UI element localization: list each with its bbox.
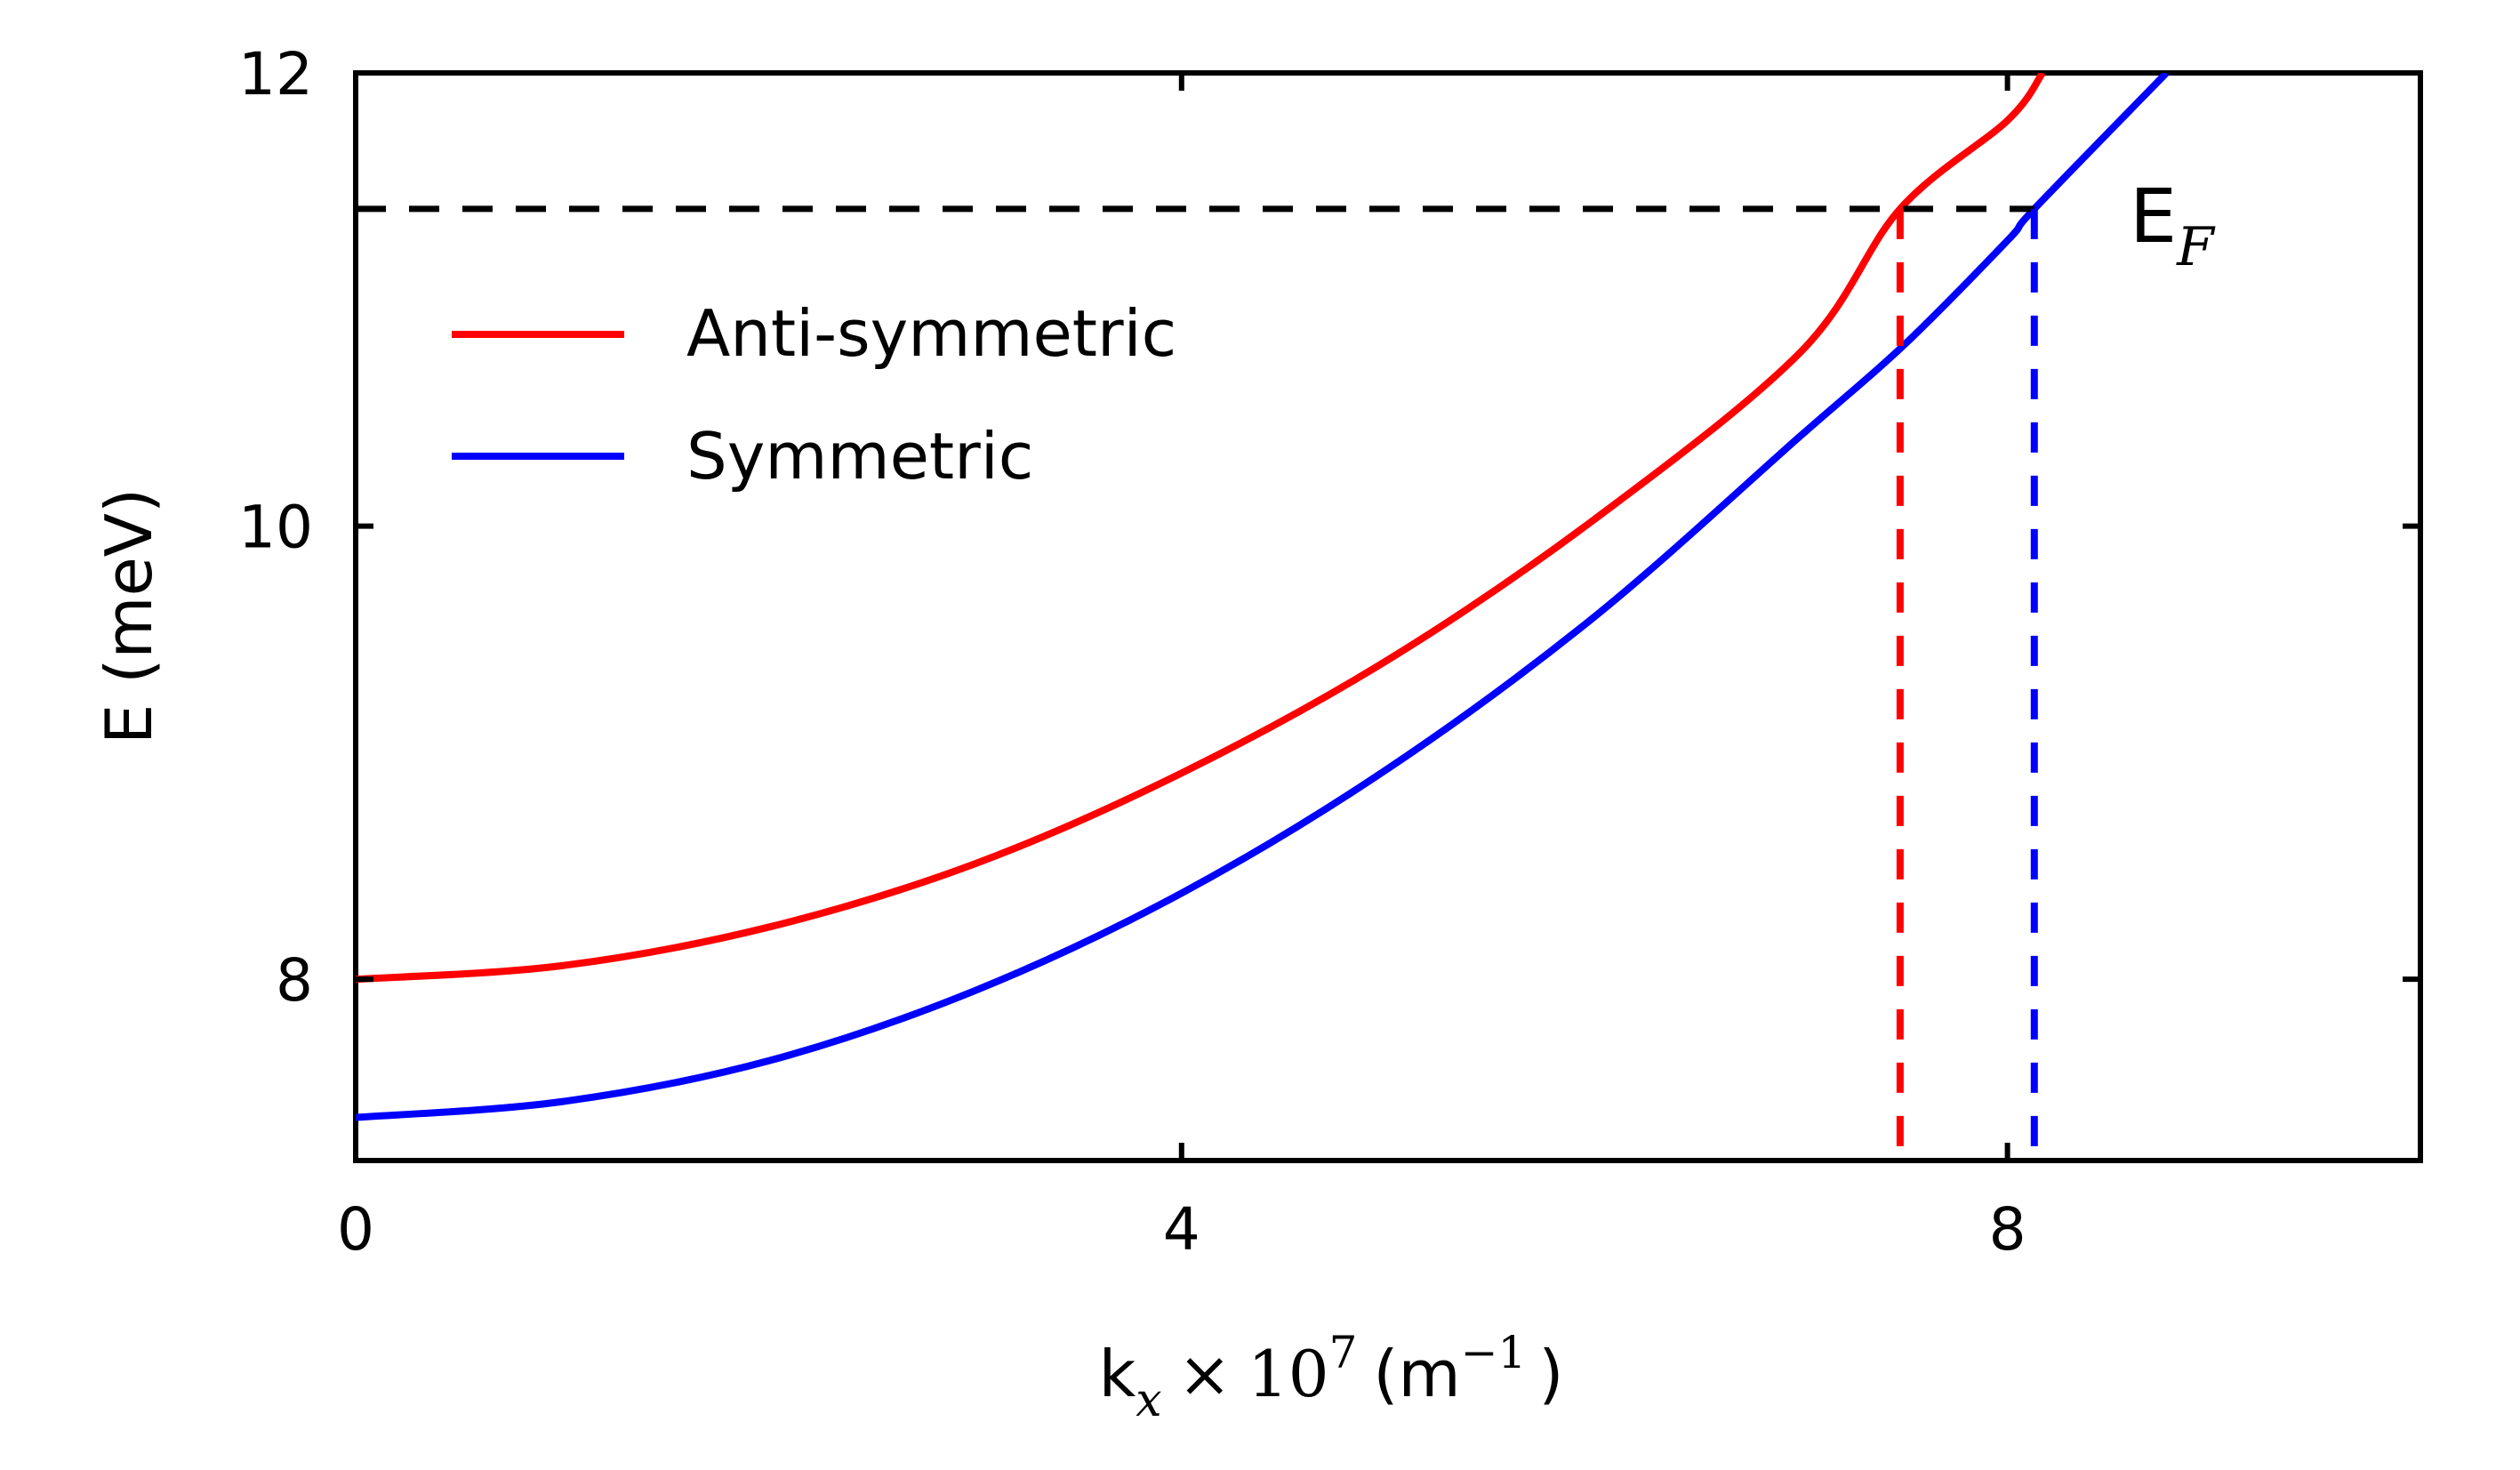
series-layer [356, 73, 2170, 1121]
y-tick-label: 10 [238, 494, 313, 562]
x-tick-label: 8 [1989, 1195, 2026, 1264]
plot-frame [353, 70, 2423, 1163]
fermi-label-subscript: F [2176, 216, 2216, 278]
x-tick-label: 4 [1163, 1195, 1200, 1264]
x-axis-label-base: 10 [1248, 1337, 1329, 1411]
fermi-label-main: E [2130, 173, 2177, 260]
x-axis-label-subscript: x [1136, 1374, 1161, 1427]
legend-label-anti-symmetric: Anti-symmetric [686, 296, 1176, 371]
y-axis-label: E (meV) [92, 488, 166, 744]
x-axis-label-unit-open: (m [1373, 1337, 1460, 1411]
x-axis-label-times: × [1178, 1337, 1232, 1411]
series-line-symmetric [356, 73, 2170, 1121]
x-axis-label: kx × 107 (m−1) [1099, 1327, 1564, 1427]
legend: Anti-symmetric Symmetric [452, 296, 1176, 494]
tick-layer: 0 4 8 8 10 12 [238, 40, 2420, 1264]
series-line-anti-symmetric [356, 73, 2046, 984]
x-axis-label-prefix: k [1099, 1337, 1136, 1411]
y-tick-label: 12 [238, 40, 313, 108]
x-tick-label: 0 [337, 1195, 374, 1264]
fermi-level-label: EF [2130, 173, 2216, 278]
x-axis-label-exponent: 7 [1329, 1327, 1358, 1378]
x-axis-label-unit-exp: −1 [1461, 1327, 1527, 1378]
y-tick-label: 8 [276, 946, 313, 1015]
legend-label-symmetric: Symmetric [686, 419, 1033, 494]
x-axis-label-unit-close: ) [1538, 1337, 1563, 1411]
guide-layer [356, 205, 2038, 1161]
